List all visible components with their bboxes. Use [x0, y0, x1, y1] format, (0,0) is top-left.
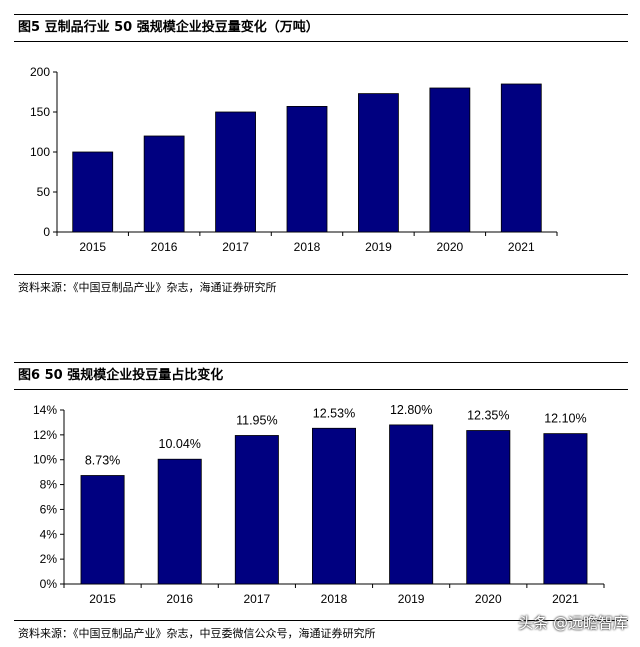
y-tick-label: 4%	[40, 527, 58, 541]
x-tick-label: 2016	[166, 592, 193, 606]
bar-2020	[466, 430, 511, 585]
data-label: 11.95%	[236, 413, 277, 427]
bar-2021	[500, 83, 542, 233]
bar-2019	[389, 424, 434, 585]
x-tick-label: 2019	[365, 240, 392, 254]
bar-2015	[80, 475, 125, 585]
figure1-bottom-rule	[14, 274, 628, 275]
figure1-top-rule	[14, 14, 628, 15]
x-tick-label: 2021	[552, 592, 579, 606]
y-tick-label: 50	[37, 185, 51, 199]
y-tick-label: 0	[43, 225, 50, 239]
watermark-text: 头条 @远瞻智库	[518, 614, 628, 632]
data-label: 8.73%	[85, 453, 120, 467]
data-label: 12.80%	[390, 403, 432, 417]
bar-2020	[429, 87, 471, 233]
data-label: 12.35%	[467, 409, 509, 423]
data-label: 10.04%	[159, 437, 201, 451]
x-tick-label: 2017	[244, 592, 271, 606]
x-tick-label: 2020	[475, 592, 502, 606]
x-tick-label: 2017	[222, 240, 249, 254]
y-tick-label: 8%	[40, 478, 58, 492]
x-tick-label: 2019	[398, 592, 425, 606]
y-tick-label: 6%	[40, 502, 58, 516]
y-tick-label: 14%	[33, 403, 57, 417]
y-tick-label: 12%	[33, 428, 57, 442]
figure2-bottom-rule	[14, 620, 628, 621]
bar-2016	[143, 135, 185, 233]
bar-2021	[543, 433, 588, 585]
x-tick-label: 2021	[508, 240, 535, 254]
figure2-source: 资料来源：《中国豆制品产业》杂志，中豆委微信公众号，海通证券研究所	[18, 627, 376, 640]
figure1-source: 资料来源：《中国豆制品产业》杂志，海通证券研究所	[18, 281, 277, 294]
y-tick-label: 200	[30, 65, 50, 79]
bar-2017	[234, 435, 279, 585]
y-tick-label: 100	[30, 145, 50, 159]
x-tick-label: 2015	[79, 240, 106, 254]
figure1-title: 图5 豆制品行业 50 强规模企业投豆量变化（万吨）	[18, 20, 319, 35]
bar-2016	[157, 458, 202, 585]
x-tick-label: 2018	[321, 592, 348, 606]
data-label: 12.53%	[313, 406, 355, 420]
data-label: 12.10%	[544, 412, 586, 426]
y-tick-label: 0%	[40, 577, 58, 591]
bar-2019	[358, 93, 399, 233]
figure2-chart: 0% 2% 4% 6% 8% 10% 12% 14% 2015 8.73% 2016 10.04% 20…	[33, 403, 605, 606]
x-tick-label: 2015	[89, 592, 116, 606]
bar-2015	[72, 151, 114, 233]
figure1-chart: 0 50 100 150 200 2015 2016 2017 2018 2019 2020 2021	[30, 65, 558, 254]
figure1-title-rule	[14, 41, 628, 42]
y-tick-label: 150	[30, 105, 50, 119]
figure2-top-rule	[14, 362, 628, 363]
x-tick-label: 2020	[437, 240, 464, 254]
y-tick-label: 10%	[33, 453, 57, 467]
x-tick-label: 2018	[294, 240, 321, 254]
figure2-title-rule	[14, 389, 628, 390]
x-tick-label: 2016	[151, 240, 178, 254]
bar-2017	[215, 111, 256, 233]
bar-2018	[311, 427, 356, 585]
y-tick-label: 2%	[40, 552, 58, 566]
figure2-title: 图6 50 强规模企业投豆量占比变化	[18, 368, 224, 383]
bar-2018	[286, 106, 328, 233]
